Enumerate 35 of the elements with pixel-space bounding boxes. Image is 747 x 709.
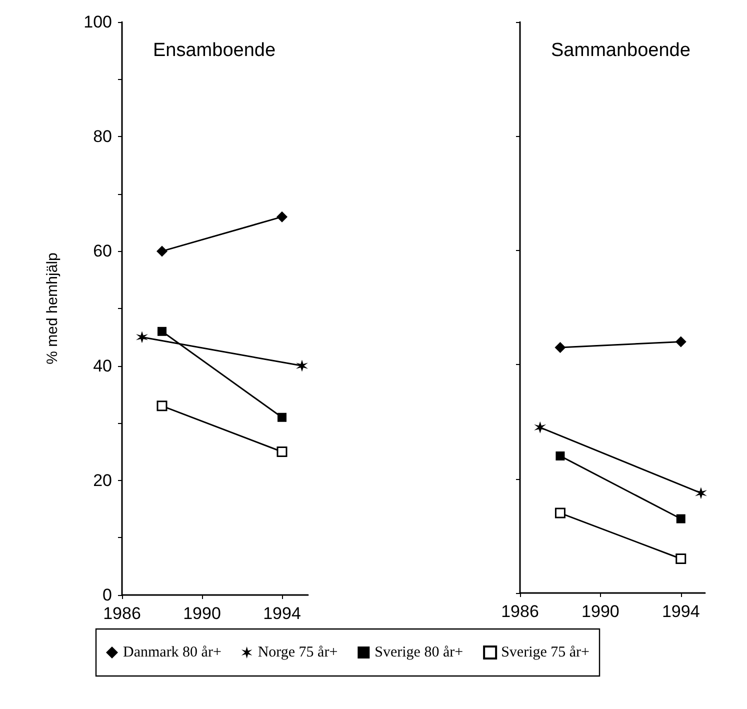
x-tick-label: 1986 [501,602,539,621]
x-tick-label: 1994 [263,604,301,623]
point [296,360,308,372]
point [156,400,168,412]
point [556,451,565,460]
point [136,331,148,344]
point [276,211,288,222]
y-tick-label: 80 [93,127,112,146]
y-axis-title: % med hemhjälp [44,252,61,364]
point [156,246,168,257]
text: Ensamboende [153,40,276,61]
legend-label: Norge 75 år+ [258,644,338,660]
legend-label: Sverige 75 år+ [501,644,590,660]
point [694,487,707,500]
text: Sammanboende [551,40,690,61]
point [158,326,166,336]
y-tick-label: 100 [84,12,112,32]
y-tick-label: 60 [93,242,112,261]
point [676,553,686,564]
y-tick-label: 40 [93,356,112,376]
point [676,514,686,524]
x-tick-label: 1990 [183,604,221,623]
y-tick-label: 0 [102,586,112,604]
point [675,336,686,348]
x-tick-label: 1986 [103,604,141,623]
y-tick-label: 20 [93,470,112,490]
point [554,342,566,353]
x-tick-label: 1994 [662,602,700,621]
x-tick-label: 1990 [582,602,620,621]
legend-label: Sverige 80 år+ [374,644,464,660]
point [534,421,546,434]
point [278,412,286,422]
point [554,508,566,518]
legend-label: Danmark 80 år+ [123,644,222,660]
point [276,446,288,457]
